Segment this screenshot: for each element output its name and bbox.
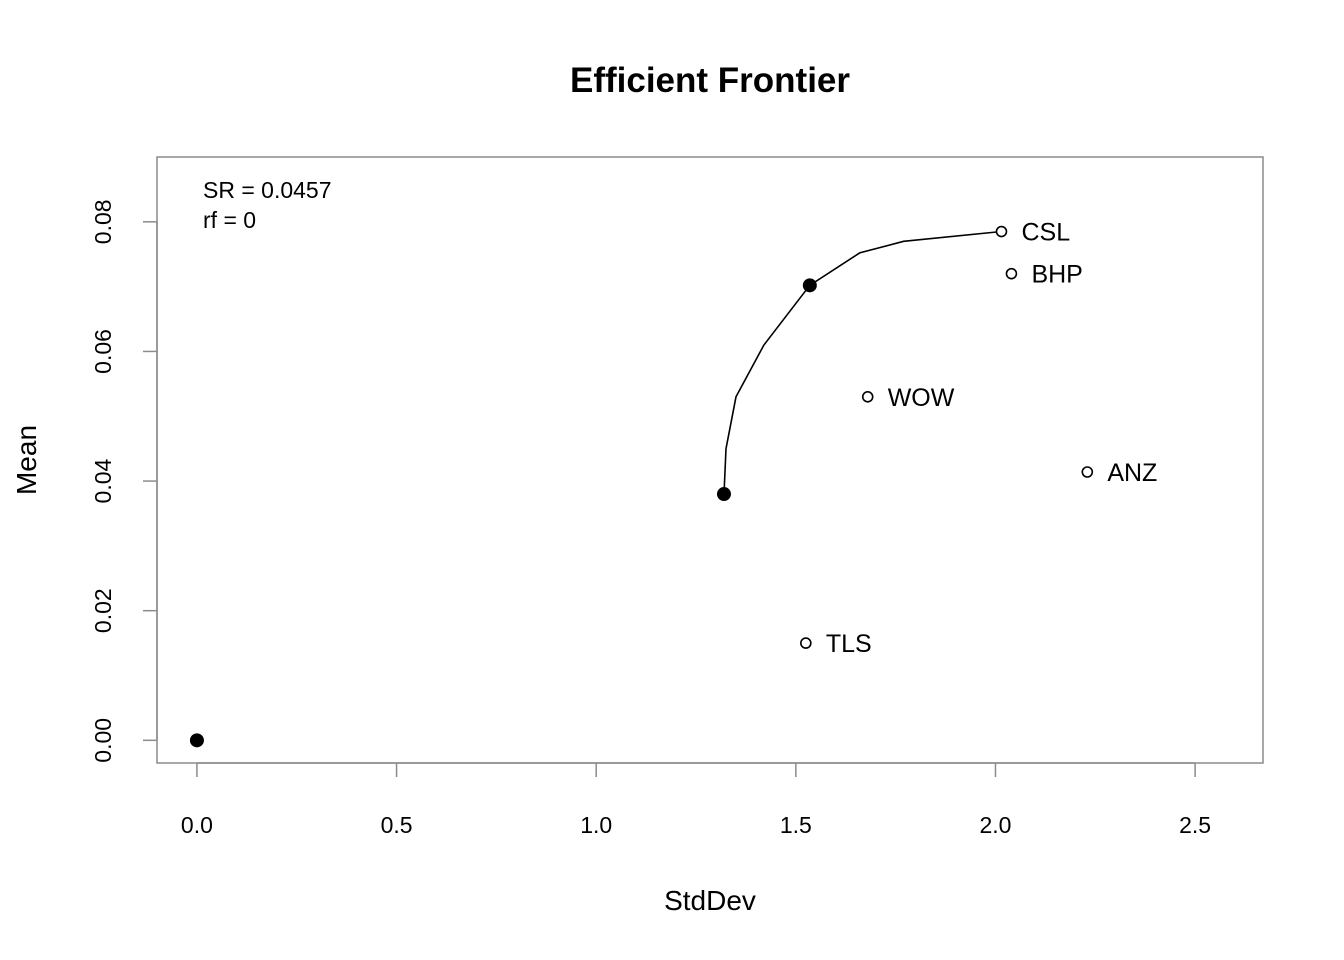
risk-free-annotation: rf = 0 <box>203 207 256 233</box>
y-tick-label: 0.08 <box>90 199 116 244</box>
asset-label-bhp: BHP <box>1031 261 1082 289</box>
x-tick-label: 0.5 <box>381 812 413 838</box>
x-tick-label: 1.5 <box>780 812 812 838</box>
asset-point-tls <box>800 637 812 649</box>
asset-label-tls: TLS <box>826 630 872 658</box>
y-tick-label: 0.02 <box>90 588 116 633</box>
frontier-layer <box>723 230 1002 495</box>
y-tick-label: 0.06 <box>90 329 116 374</box>
points-layer: CSL BHP WOW ANZ TLS <box>189 219 1157 748</box>
min-variance-point <box>716 487 731 502</box>
plot-frame <box>156 156 1264 764</box>
y-axis-label: Mean <box>11 425 42 495</box>
x-axis: 0.0 0.5 1.0 1.5 2.0 2.5 <box>181 762 1211 838</box>
asset-label-wow: WOW <box>888 384 955 412</box>
tangency-point <box>802 278 817 293</box>
y-tick-label: 0.04 <box>90 458 116 503</box>
x-tick-label: 1.0 <box>580 812 612 838</box>
asset-point-bhp <box>1005 267 1018 280</box>
risk-free-point <box>189 733 204 748</box>
asset-point-csl <box>995 225 1008 238</box>
asset-point-anz <box>1081 466 1094 478</box>
x-tick-label: 2.0 <box>979 812 1011 838</box>
x-axis-label: StdDev <box>664 885 756 916</box>
x-tick-label: 2.5 <box>1179 812 1211 838</box>
asset-point-wow <box>861 391 874 403</box>
asset-label-anz: ANZ <box>1107 459 1157 487</box>
asset-label-csl: CSL <box>1021 219 1070 247</box>
chart-title: Efficient Frontier <box>570 61 850 100</box>
sharpe-ratio-annotation: SR = 0.0457 <box>203 177 332 203</box>
efficient-frontier-line <box>723 230 1002 495</box>
y-tick-label: 0.00 <box>90 718 116 763</box>
y-axis: 0.00 0.02 0.04 0.06 0.08 <box>90 199 158 763</box>
x-tick-label: 0.0 <box>181 812 213 838</box>
